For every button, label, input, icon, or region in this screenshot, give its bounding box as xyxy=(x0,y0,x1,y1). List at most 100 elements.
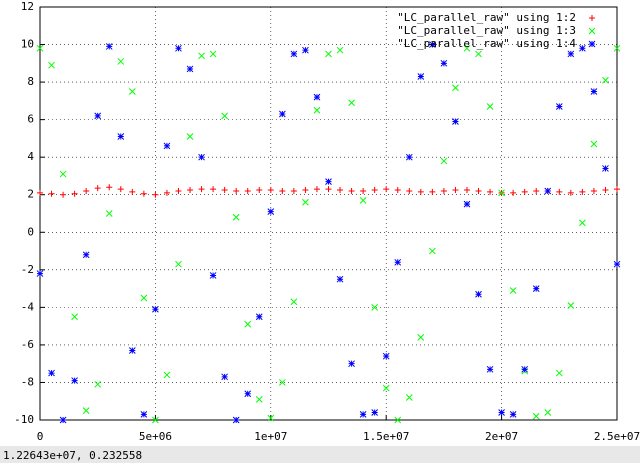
point xyxy=(267,187,274,194)
point xyxy=(186,65,194,73)
point xyxy=(509,411,517,418)
point xyxy=(590,187,597,194)
point xyxy=(371,409,379,416)
point xyxy=(37,189,43,196)
point xyxy=(486,365,494,373)
point xyxy=(521,365,529,373)
point xyxy=(602,187,609,194)
point xyxy=(348,360,355,368)
point xyxy=(278,110,286,118)
point xyxy=(209,272,217,279)
point xyxy=(613,44,621,52)
point xyxy=(60,191,67,198)
x-tick-label: 2.5e+07 xyxy=(594,430,640,443)
point xyxy=(555,369,563,377)
point xyxy=(510,189,517,196)
y-tick-label: -2 xyxy=(21,263,34,276)
point xyxy=(590,140,598,148)
point xyxy=(337,187,344,194)
point xyxy=(302,198,309,206)
point xyxy=(117,186,124,193)
point xyxy=(36,44,44,52)
point xyxy=(590,88,598,95)
x-tick-label: 1e+07 xyxy=(254,430,287,443)
point xyxy=(129,188,136,195)
point xyxy=(579,188,586,195)
point xyxy=(325,50,332,58)
point xyxy=(463,200,471,208)
point xyxy=(59,416,67,424)
point xyxy=(602,165,609,172)
y-tick-label: 2 xyxy=(27,188,34,201)
point xyxy=(256,187,263,194)
point xyxy=(567,189,574,196)
y-tick-label: -10 xyxy=(14,413,34,426)
point xyxy=(117,133,125,140)
point xyxy=(244,390,252,398)
y-tick-label: -6 xyxy=(21,338,34,351)
point xyxy=(498,189,505,197)
point xyxy=(71,377,78,384)
point xyxy=(336,275,344,283)
point xyxy=(544,409,552,416)
point xyxy=(509,287,517,294)
point xyxy=(59,170,67,178)
point xyxy=(198,186,205,193)
x-tick-label: 1.5e+07 xyxy=(363,430,409,443)
point xyxy=(371,304,379,311)
status-text: 1.22643e+07, 0.232558 xyxy=(3,449,142,462)
x-tick-label: 5e+06 xyxy=(139,430,172,443)
point xyxy=(128,347,136,354)
point xyxy=(394,258,402,266)
point xyxy=(406,187,413,194)
point xyxy=(313,106,321,114)
legend-marker xyxy=(588,27,596,35)
point xyxy=(244,187,251,194)
point xyxy=(255,313,263,321)
point xyxy=(429,247,436,255)
point xyxy=(117,58,125,65)
point xyxy=(614,186,620,193)
point xyxy=(405,394,413,401)
point xyxy=(394,416,402,424)
point xyxy=(579,44,586,52)
point xyxy=(48,369,55,377)
point xyxy=(232,213,240,221)
y-tick-label: 8 xyxy=(27,75,34,88)
y-tick-label: -8 xyxy=(21,375,34,388)
point xyxy=(48,61,55,69)
point xyxy=(429,41,436,48)
point xyxy=(325,178,332,185)
point xyxy=(94,185,101,192)
point xyxy=(440,157,448,165)
point xyxy=(48,190,55,197)
point xyxy=(533,187,540,194)
point xyxy=(302,46,309,54)
point xyxy=(36,270,44,277)
point xyxy=(532,285,540,292)
point xyxy=(244,320,252,328)
point xyxy=(371,187,378,194)
point xyxy=(210,186,217,193)
point xyxy=(175,187,182,194)
point xyxy=(140,190,147,197)
point xyxy=(302,187,309,194)
point xyxy=(209,50,217,58)
point xyxy=(498,409,505,416)
point xyxy=(233,187,240,194)
point xyxy=(94,112,102,120)
point xyxy=(140,294,148,302)
point xyxy=(267,414,275,422)
point xyxy=(359,411,367,418)
y-tick-label: 12 xyxy=(21,0,34,13)
point xyxy=(521,188,528,195)
point xyxy=(94,380,102,388)
point xyxy=(175,44,182,52)
point xyxy=(152,416,159,424)
point xyxy=(463,187,470,194)
point xyxy=(82,407,90,414)
point xyxy=(221,373,228,381)
point xyxy=(544,187,552,195)
y-tick-label: -4 xyxy=(21,300,35,313)
point xyxy=(613,260,621,268)
